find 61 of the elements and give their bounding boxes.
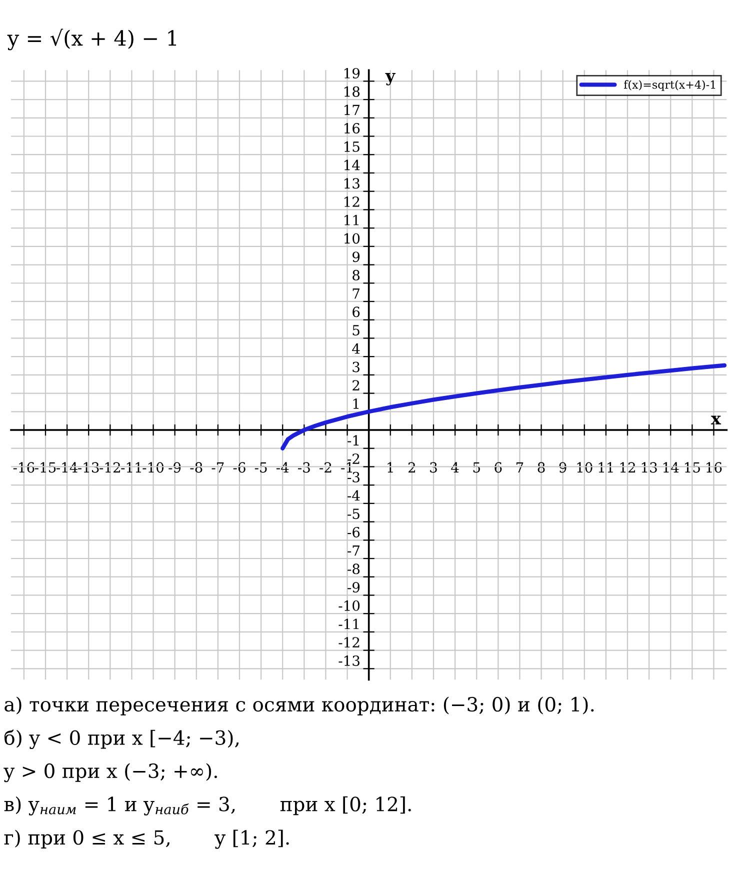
y-tick-label: 4 <box>352 343 360 354</box>
y-tick-label: -6 <box>348 526 360 538</box>
text: г) при 0 ≤ x ≤ 5, y [1; 2]. <box>4 830 289 849</box>
y-axis-title: y <box>385 73 396 86</box>
x-tick-label: -13 <box>78 462 99 473</box>
x-tick-label: -2 <box>320 462 332 472</box>
text: в) y$_{наим}$ = 1 и y$_{наиб}$ = 3, при x [0; 12]. <box>4 796 411 816</box>
legend-label: f(x)=sqrt(x+4)-1 <box>624 80 716 91</box>
y-tick-label: 9 <box>352 252 360 262</box>
y-tick-label: 17 <box>344 104 360 116</box>
x-tick-label: 14 <box>663 462 679 472</box>
y-tick-label: -1 <box>348 435 359 446</box>
y-tick-label: -11 <box>338 618 359 630</box>
text: y > 0 при x (−3; +∞). <box>4 763 217 782</box>
y-tick-label: 12 <box>344 196 360 207</box>
x-tick-label: -3 <box>298 462 310 473</box>
y-tick-label: 11 <box>344 214 359 226</box>
chart-title: y = √(x + 4) − 1 <box>7 28 176 50</box>
y-tick-label: -4 <box>348 490 360 501</box>
y-tick-label: 14 <box>344 160 360 170</box>
y-tick-label: 16 <box>344 123 360 134</box>
y-tick-label: 1 <box>353 398 359 409</box>
x-tick-label: -14 <box>56 462 78 472</box>
x-tick-label: 10 <box>577 462 592 473</box>
y-tick-label: 15 <box>344 141 360 152</box>
x-tick-label: 4 <box>451 462 459 472</box>
x-tick-label: 1 <box>388 462 393 472</box>
x-tick-label: 12 <box>620 462 635 472</box>
y-tick-label: -5 <box>348 508 360 520</box>
x-tick-label: -4 <box>276 462 289 472</box>
y-tick-label: -9 <box>348 582 360 593</box>
x-tick-label: -11 <box>121 462 141 472</box>
text: б) y < 0 при x [−4; −3), <box>4 730 239 750</box>
x-tick-label: 13 <box>642 462 657 473</box>
y-tick-label: 8 <box>352 270 360 280</box>
y-tick-label: 18 <box>344 86 360 97</box>
y-tick-label: 19 <box>344 68 360 78</box>
text: а) точки пересечения с осями координат: (−3; 0) и (0; 1). <box>4 696 594 716</box>
y-tick-label: -7 <box>348 545 360 556</box>
y-tick-label: 5 <box>352 325 360 336</box>
x-tick-label: -7 <box>212 462 224 472</box>
x-tick-label: -10 <box>142 462 164 473</box>
x-axis-title: x <box>710 416 722 424</box>
x-tick-label: -15 <box>34 462 56 473</box>
y-tick-label: -10 <box>338 600 360 611</box>
x-tick-label: -9 <box>168 462 181 473</box>
y-tick-label: 2 <box>352 380 360 390</box>
y-tick-label: -13 <box>338 655 360 666</box>
y-tick-label: 10 <box>344 233 360 244</box>
x-tick-label: 7 <box>516 462 524 472</box>
y-tick-label: 13 <box>344 178 360 189</box>
y-tick-label: 6 <box>352 306 360 318</box>
x-tick-label: -12 <box>100 462 120 472</box>
y-tick-label: 3 <box>352 362 360 372</box>
y-tick-label: -8 <box>348 564 360 574</box>
x-tick-label: 11 <box>598 462 613 472</box>
x-tick-label: 2 <box>408 462 415 472</box>
y-tick-label: -3 <box>348 472 360 482</box>
y-tick-label: -2 <box>348 454 360 464</box>
y-tick-label: -12 <box>338 637 360 648</box>
y-tick-label: 7 <box>352 288 360 299</box>
